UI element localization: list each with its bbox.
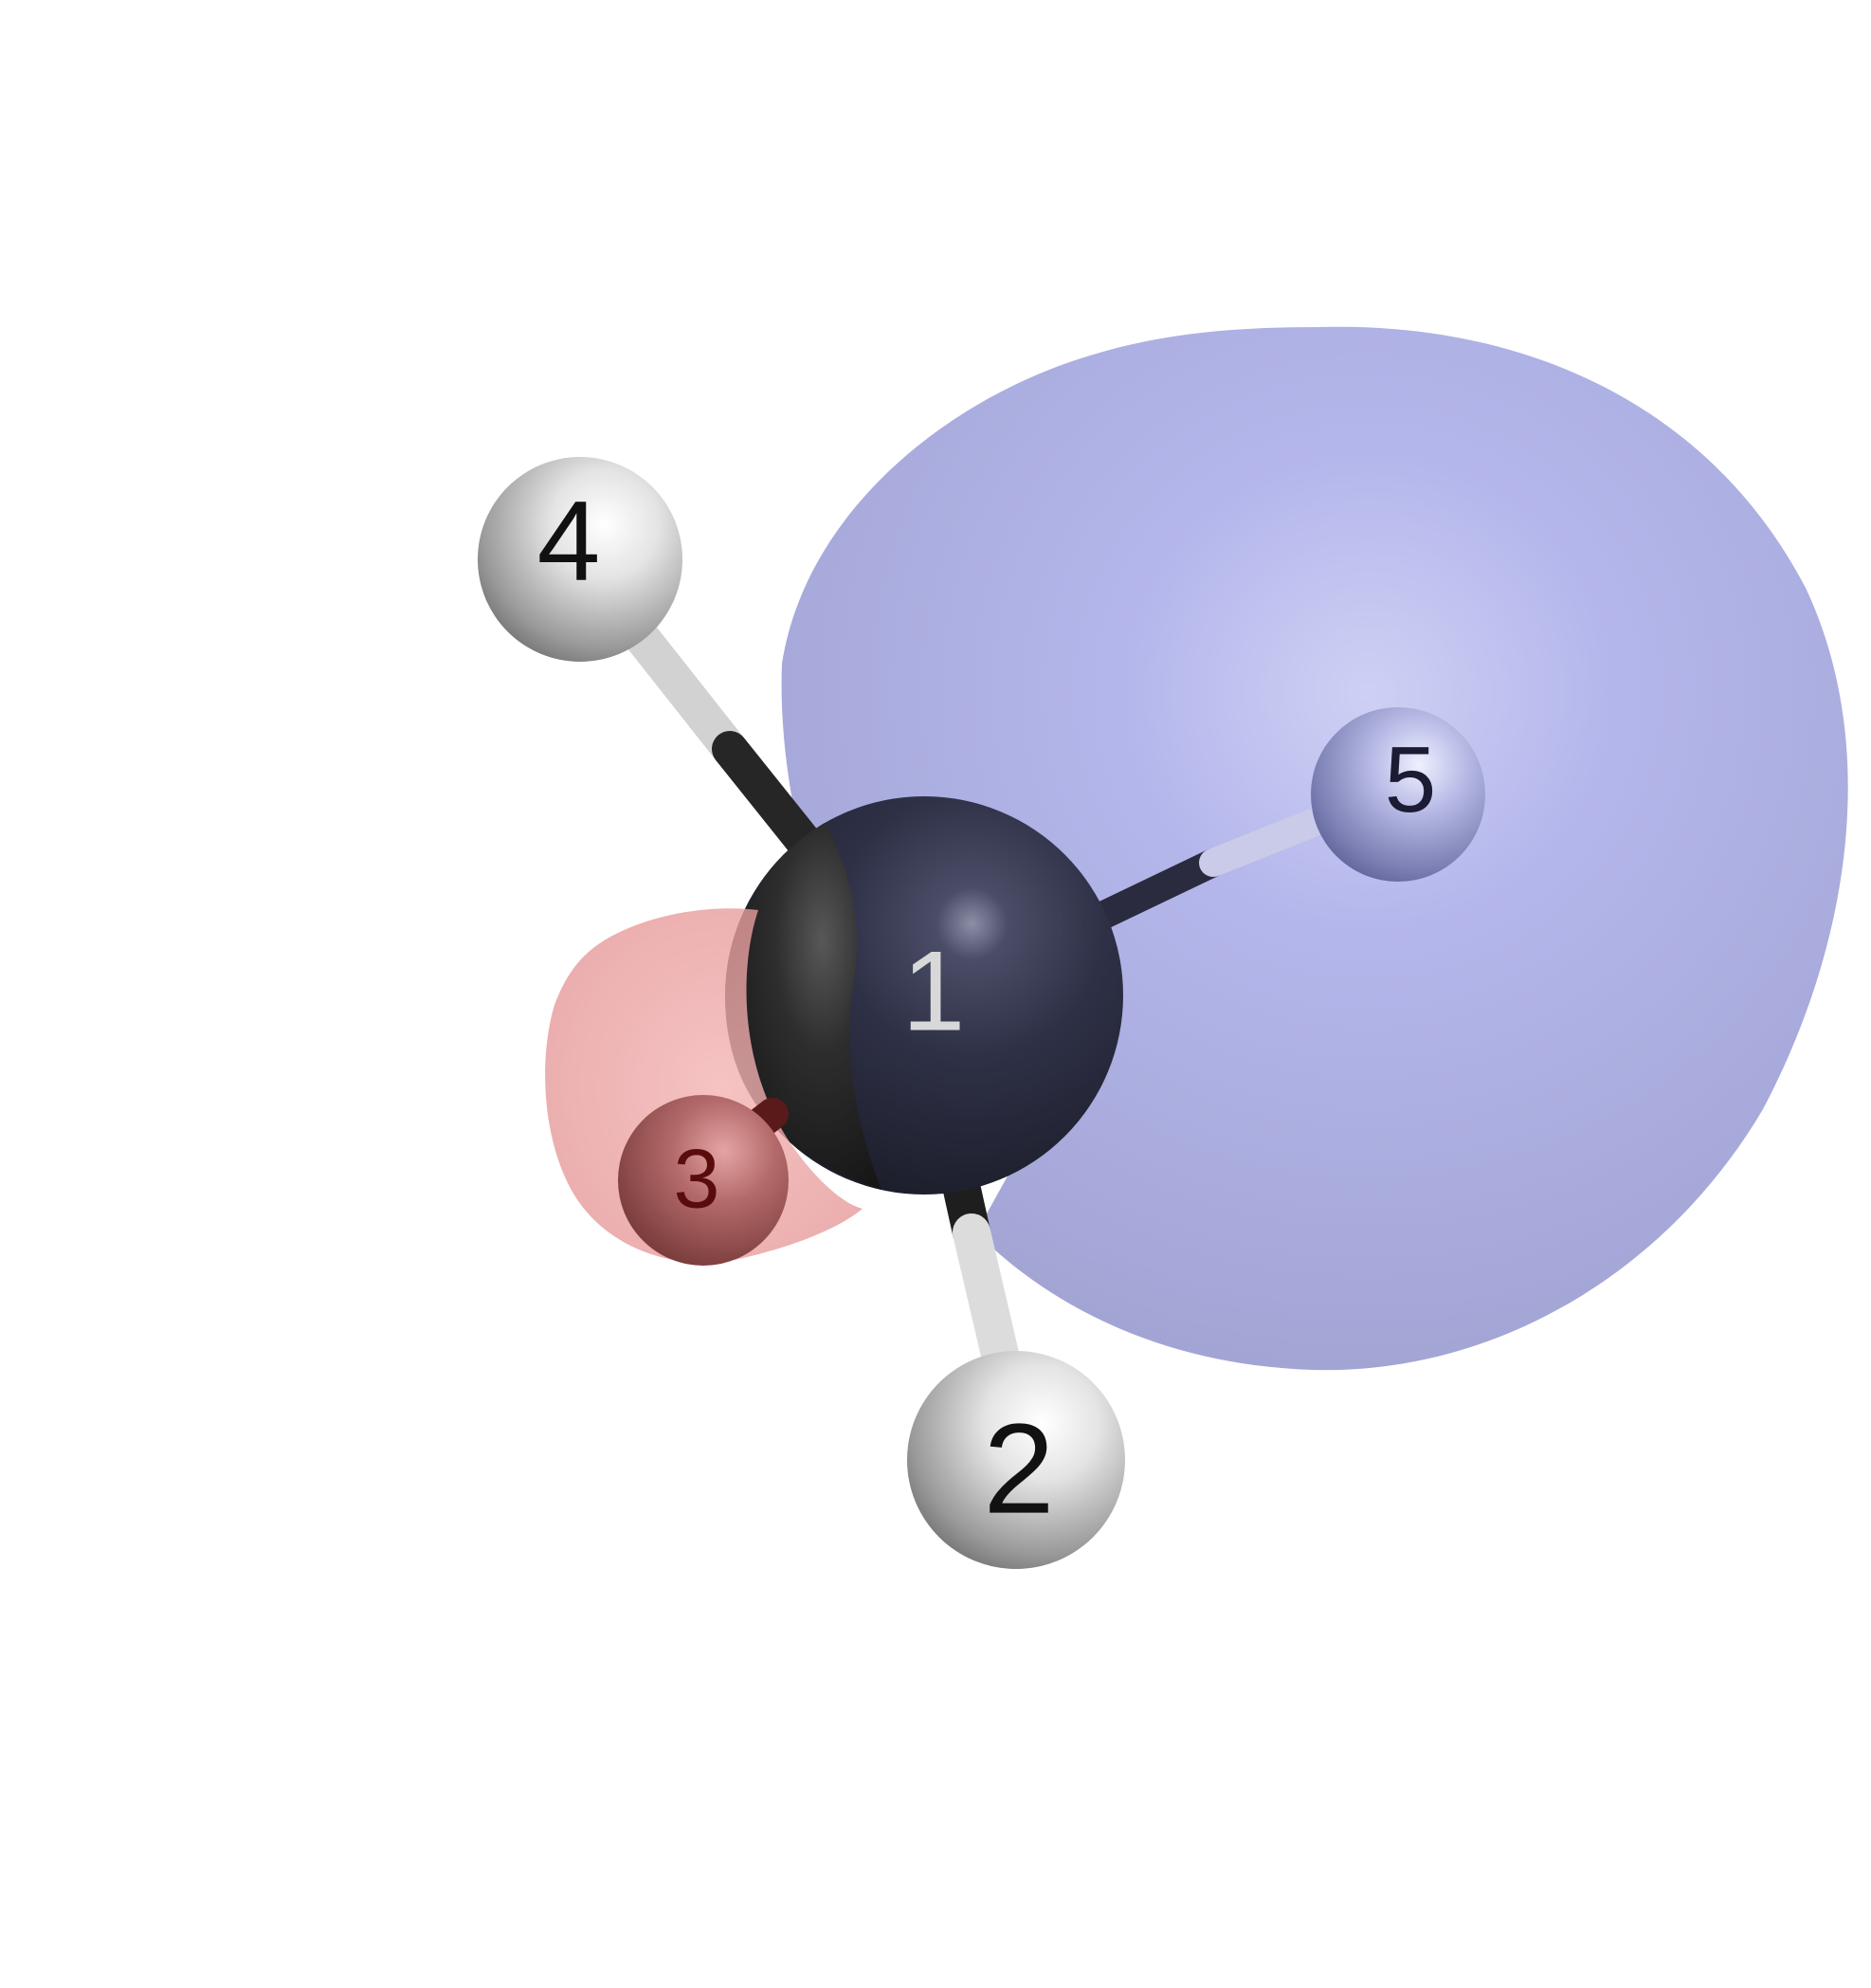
hydrogen-atom-sphere	[618, 1095, 789, 1266]
atom-1: 1	[725, 796, 1123, 1195]
atom-5: 5	[1311, 707, 1485, 882]
atom-label-5: 5	[1385, 727, 1437, 831]
hydrogen-atom-sphere	[907, 1351, 1125, 1569]
atom-label-2: 2	[983, 1397, 1054, 1541]
atom-2: 2	[907, 1351, 1125, 1569]
bond-1-5	[1090, 803, 1341, 929]
hydrogen-atom-sphere	[478, 457, 682, 662]
atom-label-3: 3	[674, 1131, 720, 1225]
atom-3: 3	[618, 1095, 789, 1266]
atom-label-1: 1	[902, 928, 966, 1055]
atom-4: 4	[478, 457, 682, 662]
atom-label-4: 4	[537, 478, 601, 605]
hydrogen-atom-sphere	[1311, 707, 1485, 882]
